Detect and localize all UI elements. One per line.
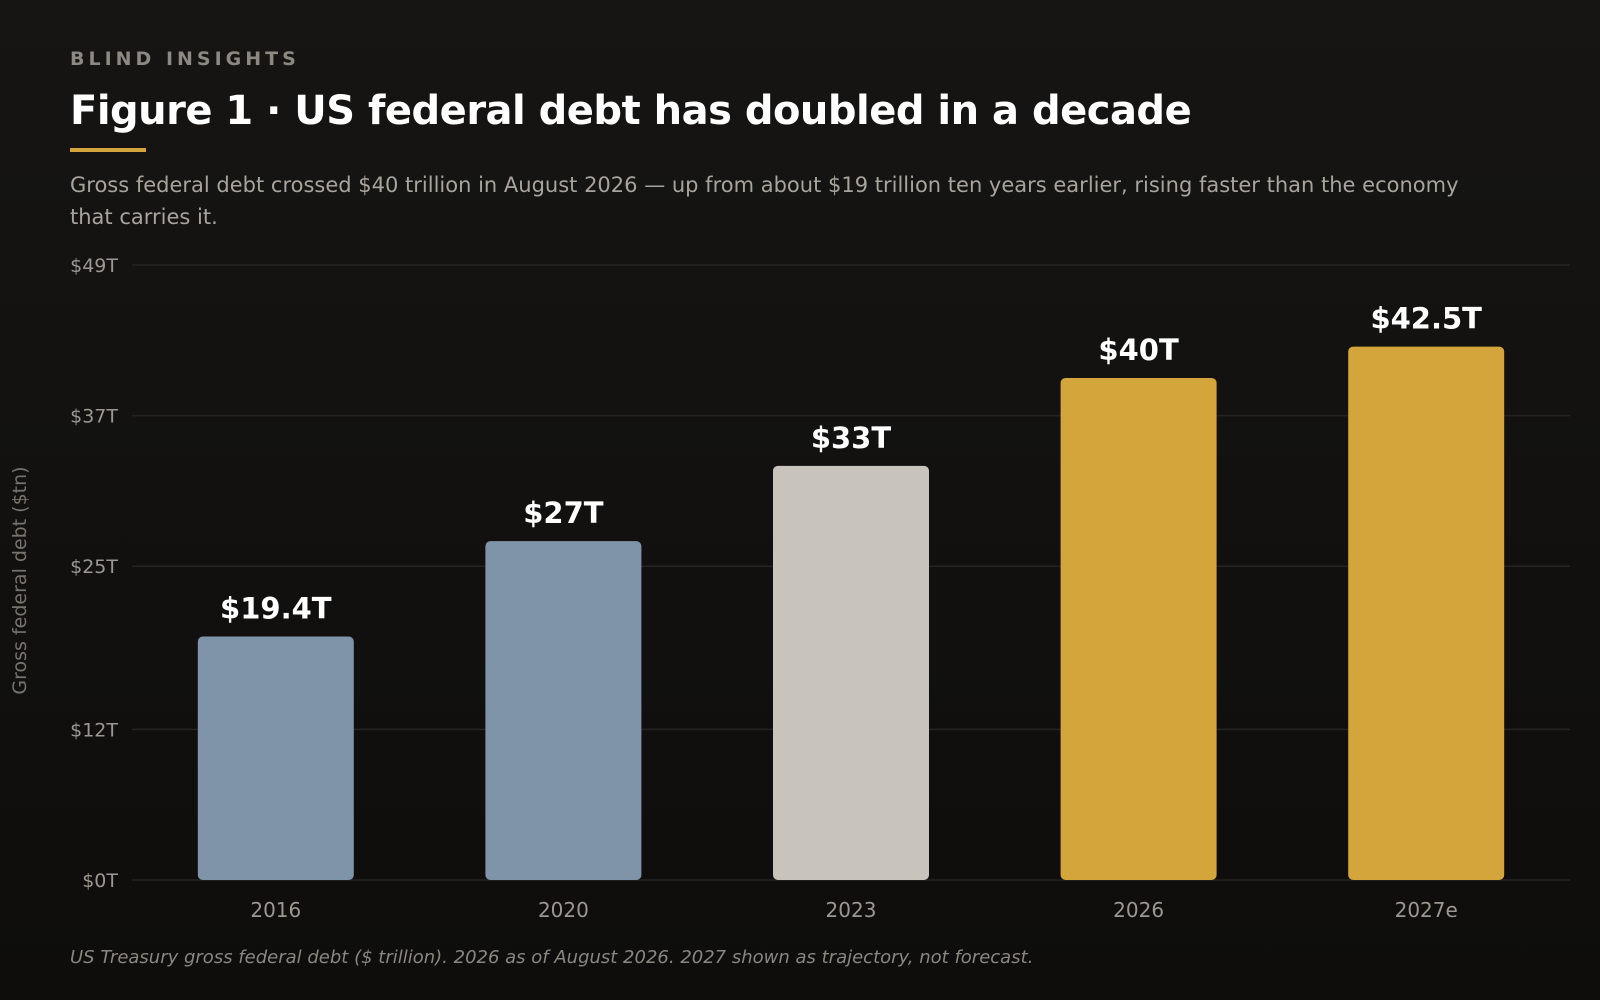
y-tick-label: $25T [70, 556, 118, 578]
y-tick-label: $49T [70, 255, 118, 277]
y-tick-label: $0T [82, 870, 118, 892]
x-tick-label: 2023 [826, 898, 877, 922]
bar-2023 [773, 465, 929, 880]
bar-value-label: $19.4T [220, 592, 332, 626]
bar-value-label: $27T [523, 496, 604, 530]
bar-value-label: $33T [811, 421, 892, 455]
x-tick-label: 2020 [538, 898, 589, 922]
title-accent-rule [70, 148, 146, 152]
bar-2020 [485, 541, 642, 880]
y-tick-label: $12T [70, 719, 118, 741]
x-tick-label: 2026 [1113, 898, 1164, 922]
y-axis-title: Gross federal debt ($tn) [9, 466, 31, 694]
bar-value-label: $42.5T [1370, 302, 1482, 336]
y-tick-label: $37T [70, 406, 118, 428]
source-footnote: US Treasury gross federal debt ($ trilli… [70, 947, 1034, 968]
bar-2027e [1348, 346, 1505, 880]
x-tick-label: 2027e [1395, 898, 1458, 922]
bar-value-label: $40T [1098, 333, 1179, 367]
chart-subtitle: Gross federal debt crossed $40 trillion … [70, 173, 1459, 229]
chart-title: Figure 1 · US federal debt has doubled i… [70, 88, 1192, 134]
eyebrow-label: BLIND INSIGHTS [70, 48, 300, 70]
x-tick-label: 2016 [250, 898, 301, 922]
bar-2016 [197, 636, 354, 880]
bar-2026 [1060, 377, 1217, 880]
